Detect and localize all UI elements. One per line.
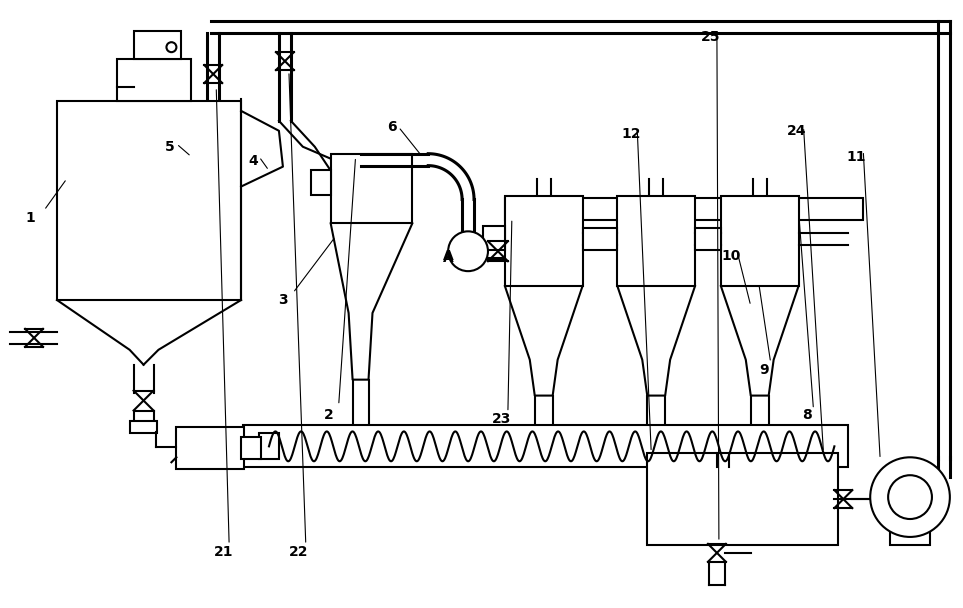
Bar bbox=[134, 31, 181, 59]
Text: 4: 4 bbox=[248, 154, 258, 168]
Text: 12: 12 bbox=[621, 127, 641, 141]
Bar bbox=[117, 59, 192, 101]
Bar bbox=[483, 226, 505, 250]
Bar bbox=[130, 421, 158, 434]
Circle shape bbox=[448, 231, 488, 271]
Bar bbox=[617, 196, 695, 286]
Text: 5: 5 bbox=[165, 140, 174, 154]
Bar bbox=[311, 170, 330, 196]
Text: 24: 24 bbox=[787, 124, 806, 138]
Bar bbox=[505, 196, 583, 286]
Text: 6: 6 bbox=[387, 120, 397, 134]
Text: 8: 8 bbox=[801, 409, 812, 423]
Circle shape bbox=[871, 457, 950, 537]
Text: 10: 10 bbox=[721, 249, 741, 263]
Text: 9: 9 bbox=[759, 363, 768, 377]
Circle shape bbox=[888, 475, 932, 519]
Text: A: A bbox=[443, 249, 454, 263]
Bar bbox=[176, 427, 244, 469]
Text: 11: 11 bbox=[846, 150, 866, 164]
Text: 1: 1 bbox=[25, 212, 35, 226]
Bar bbox=[259, 434, 279, 459]
Circle shape bbox=[167, 42, 176, 52]
Bar bbox=[241, 437, 261, 459]
Text: 22: 22 bbox=[289, 545, 308, 559]
Bar bbox=[505, 198, 863, 220]
Text: 25: 25 bbox=[701, 30, 720, 44]
Bar bbox=[583, 229, 617, 250]
Bar bbox=[57, 101, 241, 300]
Text: 23: 23 bbox=[492, 412, 511, 426]
Text: 21: 21 bbox=[214, 545, 233, 559]
Bar bbox=[330, 154, 412, 223]
Bar bbox=[243, 426, 848, 468]
Text: 3: 3 bbox=[278, 293, 288, 307]
Text: A: A bbox=[443, 251, 454, 265]
Bar bbox=[647, 454, 839, 545]
Bar bbox=[721, 196, 798, 286]
Text: 2: 2 bbox=[324, 409, 333, 423]
Bar bbox=[890, 531, 930, 545]
Bar bbox=[695, 229, 721, 250]
